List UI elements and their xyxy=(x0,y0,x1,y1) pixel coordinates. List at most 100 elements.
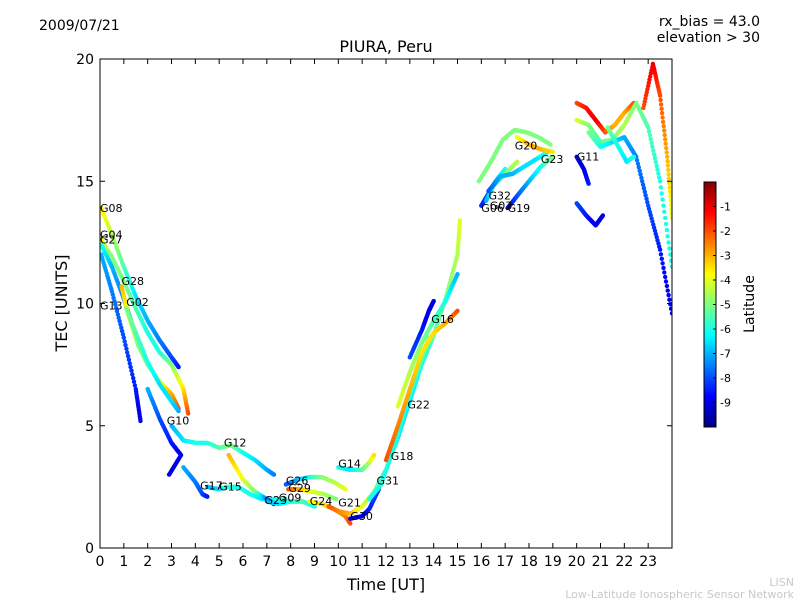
y-tick-label: 10 xyxy=(76,297,94,313)
x-tick-label: 22 xyxy=(615,554,633,570)
data-point xyxy=(664,150,669,155)
data-point xyxy=(663,215,668,221)
colorbar-tick-label: -2 xyxy=(720,225,731,238)
data-point xyxy=(663,137,668,142)
data-point xyxy=(666,172,671,177)
series-g21-16 xyxy=(326,218,463,516)
date-label: 2009/07/21 xyxy=(39,18,120,34)
y-axis-label: TEC [UNITS] xyxy=(52,255,71,353)
data-point xyxy=(665,288,670,293)
series-g17-8 xyxy=(181,465,210,499)
x-tick-label: 6 xyxy=(239,554,248,570)
data-point xyxy=(665,159,670,164)
data-point xyxy=(128,364,133,370)
series-g30-17 xyxy=(348,487,381,521)
data-point xyxy=(586,181,591,186)
colorbar-tick-label: -4 xyxy=(720,274,731,287)
data-point xyxy=(127,361,132,366)
data-point xyxy=(112,299,117,304)
data-point xyxy=(650,144,655,149)
data-point xyxy=(665,154,670,159)
x-tick-label: 12 xyxy=(377,554,395,570)
y-axis: 0 5 10 15 20 xyxy=(76,52,672,557)
data-point xyxy=(636,165,641,170)
data-point xyxy=(637,168,642,173)
series-g08-0 xyxy=(100,205,181,370)
satellite-label: G04 xyxy=(100,229,123,242)
data-point xyxy=(658,102,664,107)
series-g26-12 xyxy=(283,474,348,492)
elevation-label: elevation > 30 xyxy=(656,30,760,46)
data-point xyxy=(656,171,661,176)
x-tick-label: 4 xyxy=(191,554,200,570)
data-point xyxy=(333,496,339,502)
x-tick-label: 13 xyxy=(401,554,419,570)
data-point xyxy=(664,145,669,151)
data-point xyxy=(659,256,664,261)
series-g14-15 xyxy=(336,452,377,472)
data-point xyxy=(117,318,122,324)
data-point xyxy=(640,179,645,184)
satellite-label: G02 xyxy=(126,296,149,309)
series-g18-19 xyxy=(383,308,460,463)
data-point xyxy=(125,350,130,355)
data-point xyxy=(661,203,666,208)
data-point xyxy=(371,452,377,458)
satellite-label: G03 xyxy=(490,199,513,212)
data-point xyxy=(312,504,317,509)
data-point xyxy=(114,305,119,311)
y-tick-label: 5 xyxy=(85,419,94,435)
satellite-label: G15 xyxy=(219,481,242,494)
x-tick-label: 21 xyxy=(592,554,610,570)
colorbar-tick-label: -9 xyxy=(720,397,731,410)
data-point xyxy=(662,128,667,133)
data-point xyxy=(647,132,653,138)
colorbar-tick-label: -6 xyxy=(720,323,731,336)
x-tick-label: 23 xyxy=(639,554,657,570)
series-g11-28 xyxy=(574,154,591,186)
data-point xyxy=(638,172,643,177)
data-point xyxy=(113,302,118,307)
satellite-label: G27 xyxy=(100,234,123,247)
data-point xyxy=(645,200,650,205)
colorbar-tick-label: -1 xyxy=(720,201,731,214)
satellite-label: G29 xyxy=(288,482,311,495)
x-tick-label: 15 xyxy=(449,554,467,570)
data-point xyxy=(131,379,137,384)
data-point xyxy=(115,312,121,317)
data-point xyxy=(659,106,664,112)
series-g20-26 xyxy=(476,127,553,184)
data-point xyxy=(664,227,670,233)
satellite-label-layer: G08G04G27G28G02G13G10G12G17G15G23G09G26G… xyxy=(100,140,599,523)
y-tick-label: 0 xyxy=(85,541,94,557)
data-point xyxy=(661,265,666,271)
data-point xyxy=(665,234,670,239)
data-point xyxy=(457,218,463,223)
data-point xyxy=(166,472,172,477)
x-tick-label: 9 xyxy=(310,554,319,570)
data-point xyxy=(348,521,353,526)
x-tick-label: 14 xyxy=(425,554,443,570)
data-point xyxy=(657,247,663,252)
x-tick-label: 7 xyxy=(262,554,271,570)
data-point xyxy=(643,193,648,198)
data-point xyxy=(132,383,138,388)
data-point xyxy=(658,252,664,257)
data-point xyxy=(124,346,129,351)
satellite-label: G22 xyxy=(407,399,430,412)
x-tick-label: 2 xyxy=(143,554,152,570)
data-point xyxy=(668,202,672,207)
data-point xyxy=(653,159,658,165)
satellite-label: G11 xyxy=(577,151,600,164)
data-point xyxy=(669,311,672,316)
data-point xyxy=(119,325,124,330)
data-point xyxy=(126,357,132,362)
data-point xyxy=(640,182,646,187)
data-point xyxy=(343,487,348,492)
data-point xyxy=(654,163,659,169)
satellite-label: G17 xyxy=(200,479,223,492)
data-point xyxy=(455,308,460,313)
data-point xyxy=(641,186,647,191)
satellite-label: G23 xyxy=(265,494,288,507)
data-point xyxy=(669,207,672,212)
